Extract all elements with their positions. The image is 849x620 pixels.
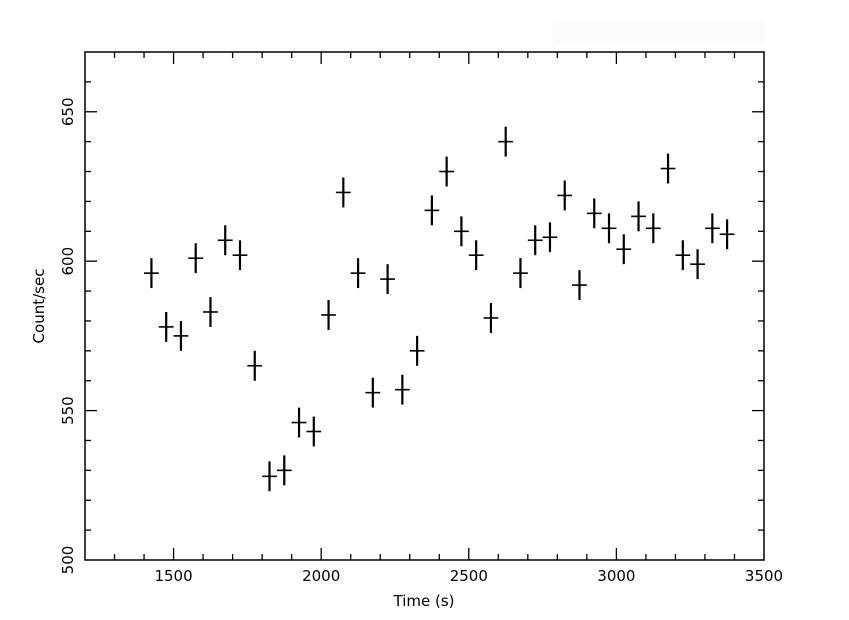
y-tick-label: 650 xyxy=(59,97,77,126)
data-point xyxy=(483,303,499,333)
data-point xyxy=(454,216,469,247)
data-point xyxy=(203,297,218,327)
data-point xyxy=(542,222,558,253)
data-point xyxy=(675,240,691,271)
x-tick-label: 3000 xyxy=(597,567,635,585)
x-tick-label: 2500 xyxy=(450,567,488,585)
data-point xyxy=(380,264,395,295)
data-point xyxy=(365,377,381,408)
data-point xyxy=(247,350,263,381)
title-placeholder xyxy=(553,22,764,44)
data-point xyxy=(335,177,351,208)
data-point xyxy=(424,195,440,226)
data-point xyxy=(306,416,322,447)
x-tick-label: 2000 xyxy=(302,567,340,585)
data-point xyxy=(527,225,543,256)
data-point xyxy=(660,153,676,184)
data-point xyxy=(291,407,307,438)
axis-ticks xyxy=(85,52,764,560)
data-point xyxy=(439,156,455,187)
data-point xyxy=(409,335,425,366)
data-point xyxy=(158,311,174,342)
x-tick-label: 3500 xyxy=(745,567,783,585)
data-point xyxy=(557,180,573,211)
data-point xyxy=(468,240,484,271)
data-point xyxy=(188,243,204,274)
data-point xyxy=(645,213,661,244)
data-point xyxy=(217,225,233,256)
data-point xyxy=(616,234,632,265)
y-tick-label: 600 xyxy=(59,247,77,276)
y-tick-label: 500 xyxy=(59,546,77,575)
data-point xyxy=(232,240,248,271)
data-point xyxy=(586,198,602,229)
data-point xyxy=(173,320,189,351)
data-points xyxy=(144,126,735,492)
data-point xyxy=(690,249,705,280)
y-tick-labels: 500 550 600 650 xyxy=(59,97,77,574)
data-point xyxy=(144,258,159,289)
data-point xyxy=(276,455,292,486)
y-axis-label: Count/sec xyxy=(30,269,48,344)
data-point xyxy=(601,213,617,244)
x-tick-labels: 1500 2000 2500 3000 3500 xyxy=(154,567,783,585)
data-point xyxy=(572,270,587,301)
data-point xyxy=(350,258,366,289)
data-point xyxy=(498,126,514,157)
data-point xyxy=(262,461,277,492)
plot-frame xyxy=(84,51,765,561)
x-axis-label: Time (s) xyxy=(393,592,455,610)
data-point xyxy=(719,219,735,250)
data-point xyxy=(513,258,528,289)
data-point xyxy=(394,374,410,405)
data-point xyxy=(704,213,720,244)
data-point xyxy=(321,300,336,330)
x-tick-label: 1500 xyxy=(154,567,192,585)
data-point xyxy=(631,201,646,232)
y-tick-label: 550 xyxy=(59,396,77,425)
